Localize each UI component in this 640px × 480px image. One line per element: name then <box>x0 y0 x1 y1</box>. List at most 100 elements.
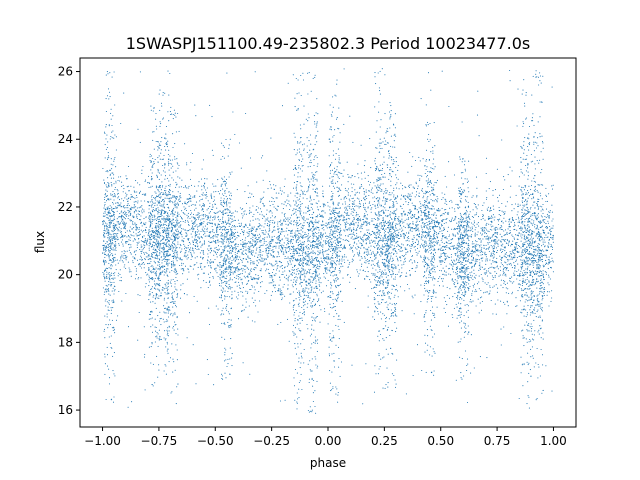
data-point <box>185 209 188 212</box>
data-point <box>114 228 117 230</box>
data-point <box>252 219 254 221</box>
data-point <box>307 240 309 242</box>
data-point <box>226 208 228 210</box>
data-point <box>456 259 458 261</box>
data-point <box>426 289 428 291</box>
data-point <box>313 259 315 261</box>
data-point <box>547 282 549 284</box>
data-point <box>231 259 233 262</box>
data-point <box>393 196 395 198</box>
data-point <box>455 247 457 249</box>
data-point <box>228 219 230 221</box>
data-point <box>511 276 513 278</box>
data-point <box>226 281 228 283</box>
data-point <box>397 296 399 298</box>
data-point <box>451 279 453 281</box>
data-point <box>269 253 271 255</box>
data-point <box>353 227 355 229</box>
data-point <box>548 274 550 276</box>
data-point <box>476 234 478 236</box>
data-point <box>168 262 170 264</box>
data-point <box>155 238 157 240</box>
data-point <box>287 278 289 280</box>
data-point <box>403 237 405 239</box>
data-point <box>373 218 375 220</box>
data-point <box>474 240 477 242</box>
data-point <box>366 258 368 261</box>
data-point <box>390 233 392 235</box>
data-point <box>329 221 331 223</box>
data-point <box>176 218 178 220</box>
data-point <box>297 267 299 269</box>
data-point <box>201 243 203 245</box>
data-point <box>271 222 273 224</box>
data-point <box>180 224 182 226</box>
data-point <box>271 215 273 217</box>
data-point <box>221 282 223 284</box>
data-point <box>424 266 426 268</box>
data-point <box>165 232 167 234</box>
data-point <box>380 271 382 273</box>
data-point <box>105 275 107 278</box>
data-point <box>492 251 494 253</box>
data-point <box>430 171 432 174</box>
data-point <box>349 281 351 283</box>
data-point <box>251 249 253 251</box>
data-point <box>466 227 468 229</box>
data-point <box>433 249 436 251</box>
data-point <box>471 293 473 295</box>
data-point <box>257 254 259 256</box>
data-point <box>415 183 417 185</box>
data-point <box>177 243 179 245</box>
data-point <box>470 299 472 301</box>
data-point <box>201 193 203 195</box>
data-point <box>315 259 318 261</box>
data-point <box>159 227 161 229</box>
data-point <box>143 246 145 248</box>
data-point <box>504 267 506 269</box>
data-point <box>508 240 511 242</box>
data-point <box>453 259 455 261</box>
data-point <box>318 299 320 301</box>
data-point <box>543 286 545 289</box>
data-point <box>218 262 220 264</box>
data-point <box>486 196 488 199</box>
data-point <box>470 222 473 224</box>
data-point <box>442 267 444 269</box>
data-point <box>194 222 196 224</box>
data-point <box>138 192 140 194</box>
data-point <box>237 270 239 272</box>
data-point <box>466 224 468 226</box>
data-point <box>182 228 184 230</box>
data-point <box>192 213 195 215</box>
data-point <box>191 249 193 251</box>
data-point <box>299 195 301 197</box>
data-point <box>417 174 419 176</box>
data-point <box>109 274 111 276</box>
data-point <box>341 172 343 175</box>
data-point <box>139 258 141 260</box>
data-point <box>441 233 443 235</box>
data-point <box>203 205 205 208</box>
data-point <box>526 269 528 271</box>
data-point <box>315 246 317 248</box>
data-point <box>478 225 480 227</box>
data-point <box>105 261 107 263</box>
data-point <box>291 229 293 231</box>
data-point <box>144 245 146 247</box>
data-point <box>322 254 324 256</box>
data-point <box>122 216 125 218</box>
data-point <box>456 298 459 300</box>
data-point <box>111 277 113 280</box>
data-point <box>303 236 305 238</box>
data-point <box>311 261 313 263</box>
data-point <box>419 246 421 248</box>
data-point <box>530 234 532 236</box>
data-point <box>322 185 324 187</box>
data-point <box>518 287 520 289</box>
data-point <box>242 310 244 312</box>
data-point <box>499 269 502 271</box>
data-point <box>206 219 208 221</box>
data-point <box>343 198 345 200</box>
data-point <box>462 271 464 273</box>
